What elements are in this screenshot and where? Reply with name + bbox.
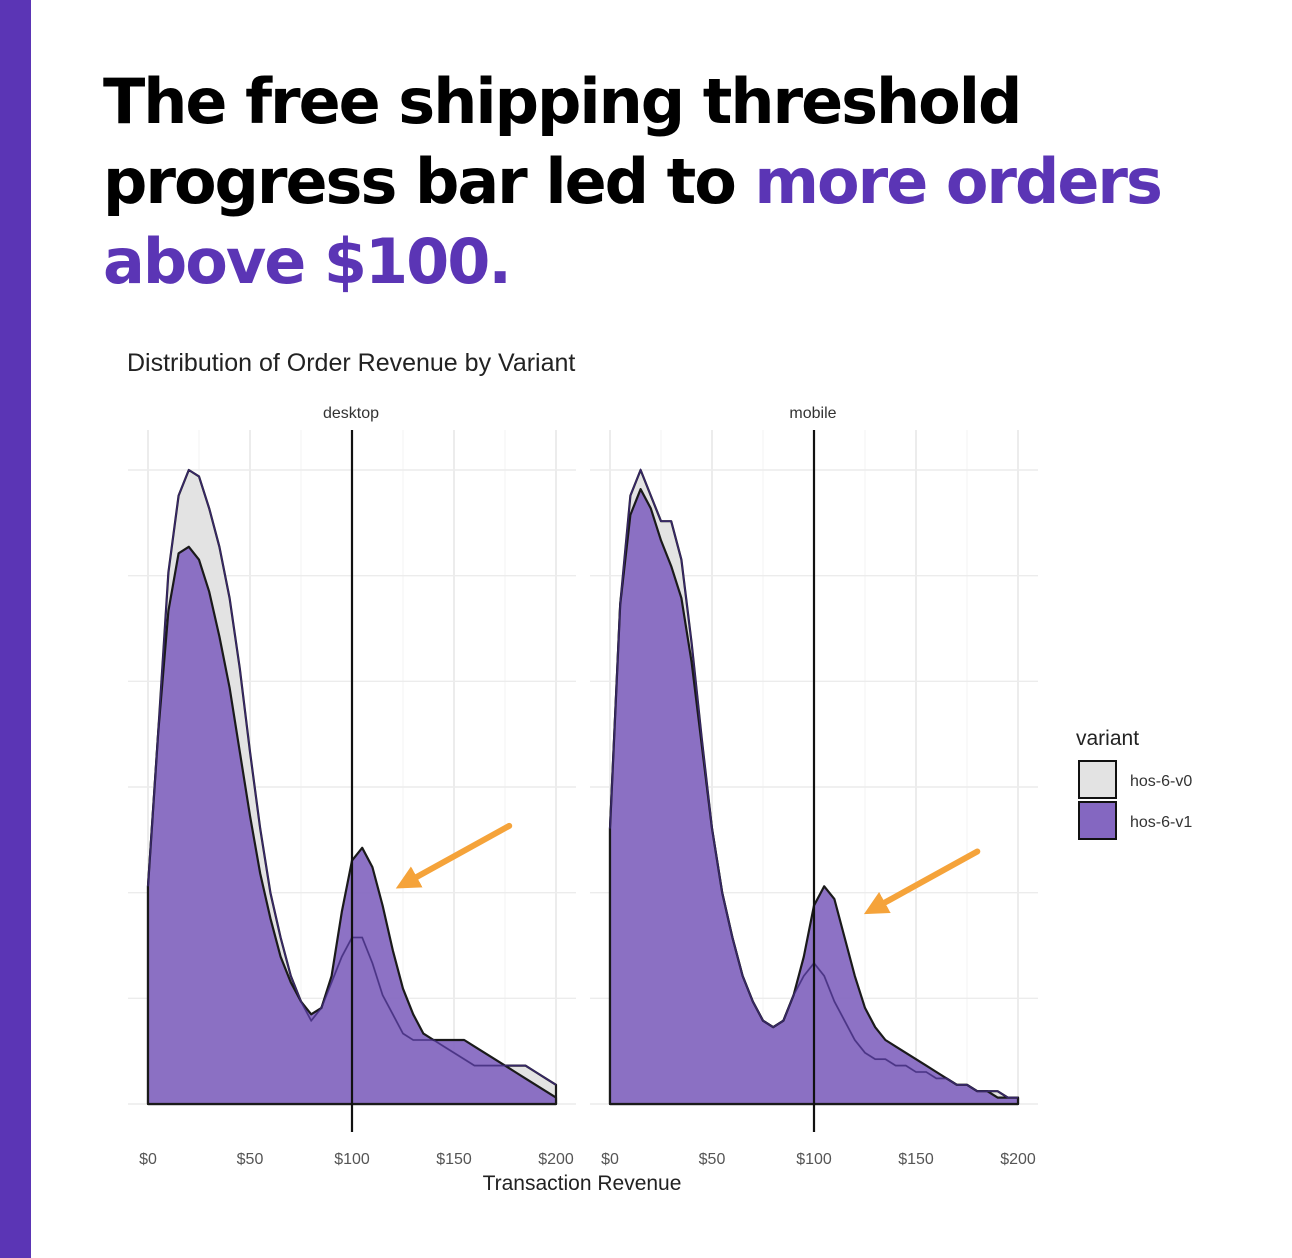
legend-swatch-hos-6-v1 (1078, 801, 1117, 840)
x-axis-label: Transaction Revenue (483, 1172, 682, 1195)
density-area-hos-6-v1 (146, 545, 558, 1106)
chart-title: Distribution of Order Revenue by Variant (127, 349, 575, 377)
panel-label-desktop: desktop (323, 405, 379, 422)
x-tick-label: $150 (436, 1151, 472, 1168)
legend-swatch-hos-6-v0 (1078, 760, 1117, 799)
legend-label-hos-6-v0: hos-6-v0 (1130, 773, 1192, 790)
legend-label-hos-6-v1: hos-6-v1 (1130, 814, 1192, 831)
x-tick-label: $0 (139, 1151, 157, 1168)
x-tick-label: $50 (237, 1151, 264, 1168)
x-tick-label: $0 (601, 1151, 619, 1168)
legend: variant hos-6-v0 hos-6-v1 (1076, 727, 1192, 840)
x-tick-label: $100 (796, 1151, 832, 1168)
headline-highlight-text: more orders above $100. (103, 145, 1163, 298)
accent-bar (0, 0, 31, 1258)
x-tick-label: $50 (699, 1151, 726, 1168)
legend-title: variant (1076, 727, 1139, 750)
headline-main-text: The free shipping threshold progress bar… (103, 65, 1022, 218)
headline: The free shipping threshold progress bar… (103, 62, 1253, 302)
panel-mobile: $0 $50 $100 $150 $200 (590, 430, 1038, 1168)
x-tick-label: $200 (538, 1151, 574, 1168)
panel-desktop: $0 $50 $100 $150 $200 (128, 430, 576, 1168)
x-tick-label: $150 (898, 1151, 934, 1168)
annotation-arrow-desktop (395, 822, 513, 889)
annotation-arrow-mobile (863, 848, 981, 915)
x-tick-label: $100 (334, 1151, 370, 1168)
panel-label-mobile: mobile (789, 405, 836, 422)
x-tick-label: $200 (1000, 1151, 1036, 1168)
